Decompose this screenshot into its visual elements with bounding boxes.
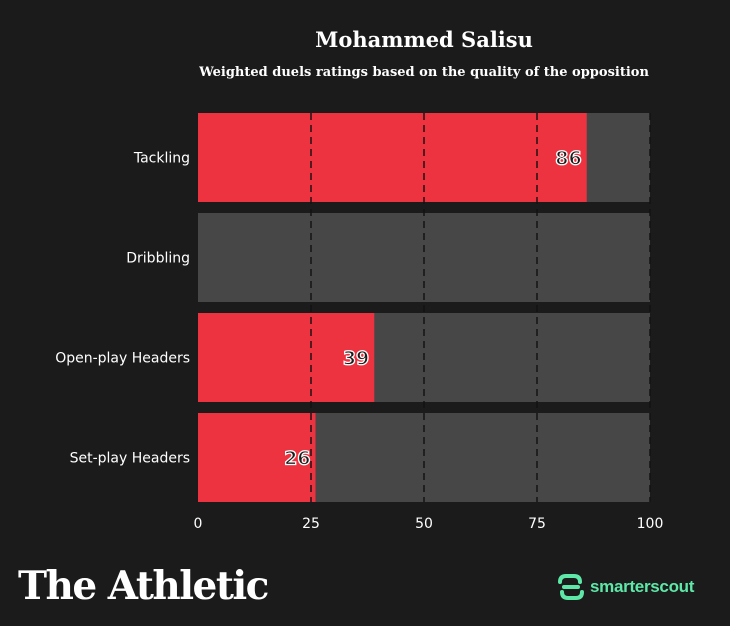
smarterscout-logo-icon bbox=[558, 574, 584, 600]
value-label: 39 bbox=[343, 348, 369, 370]
smarterscout-logo: smarterscout bbox=[556, 572, 694, 602]
value-label: 26 bbox=[284, 448, 310, 470]
category-label: Tackling bbox=[133, 151, 190, 167]
chart-subtitle: Weighted duels ratings based on the qual… bbox=[199, 65, 649, 80]
x-tick-label: 75 bbox=[528, 516, 546, 532]
bar bbox=[198, 313, 375, 402]
category-label: Open-play Headers bbox=[55, 351, 190, 367]
x-tick-label: 100 bbox=[637, 516, 664, 532]
bar bbox=[198, 113, 587, 202]
x-tick-label: 25 bbox=[302, 516, 320, 532]
chart-title: Mohammed Salisu bbox=[315, 27, 533, 52]
category-label: Dribbling bbox=[126, 251, 190, 267]
the-athletic-logo: The Athletic bbox=[18, 563, 269, 609]
category-label: Set-play Headers bbox=[70, 451, 190, 467]
bar-chart: Tackling Dribbling Open-play Headers Set-pl… bbox=[55, 113, 664, 532]
x-tick-label: 50 bbox=[415, 516, 433, 532]
smarterscout-wordmark: smarterscout bbox=[590, 577, 695, 596]
x-tick-label: 0 bbox=[194, 516, 203, 532]
value-label: 86 bbox=[555, 148, 581, 170]
bar bbox=[198, 413, 316, 502]
